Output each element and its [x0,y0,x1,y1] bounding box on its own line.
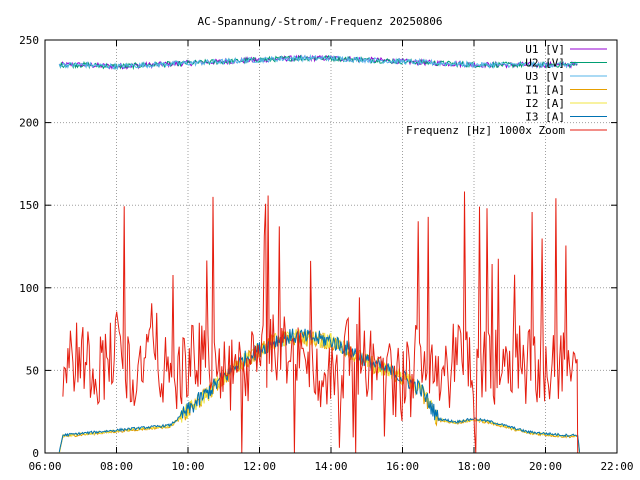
y-tick-label: 150 [19,199,39,212]
y-tick-label: 100 [19,282,39,295]
x-tick-label: 10:00 [171,460,204,473]
legend-label: I3 [A] [525,111,565,124]
x-tick-label: 14:00 [314,460,347,473]
series-line-U1 [V] [58,54,578,70]
tick-layer: 0 50 100 150 200 250 06:00 08:00 10:00 12:00 14:00… [19,34,633,473]
legend-label: U3 [V] [525,70,565,83]
x-tick-label: 12:00 [243,460,276,473]
legend-label: Frequenz [Hz] 1000x Zoom [406,124,565,137]
x-tick-label: 18:00 [457,460,490,473]
series-line-U2 [V] [58,54,578,71]
x-tick-label: 16:00 [386,460,419,473]
x-tick-label: 08:00 [100,460,133,473]
y-tick-label: 200 [19,117,39,130]
x-tick-label: 06:00 [28,460,61,473]
x-tick-label: 20:00 [529,460,562,473]
series-layer [58,53,580,454]
series-line-Frequenz [Hz] 1000x Zoom [62,191,579,454]
legend-label: U2 [V] [525,57,565,70]
legend: U1 [V]U2 [V]U3 [V]I1 [A]I2 [A]I3 [A]Freq… [406,43,607,137]
chart-title: AC-Spannung/-Strom/-Frequenz 20250806 [197,15,442,28]
y-tick-label: 250 [19,34,39,47]
legend-label: I2 [A] [525,97,565,110]
legend-label: U1 [V] [525,43,565,56]
y-tick-label: 50 [26,364,39,377]
legend-label: I1 [A] [525,84,565,97]
x-tick-label: 22:00 [600,460,633,473]
y-tick-label: 0 [32,447,39,460]
series-line-I3 [A] [58,328,580,453]
series-line-U3 [V] [58,53,578,71]
